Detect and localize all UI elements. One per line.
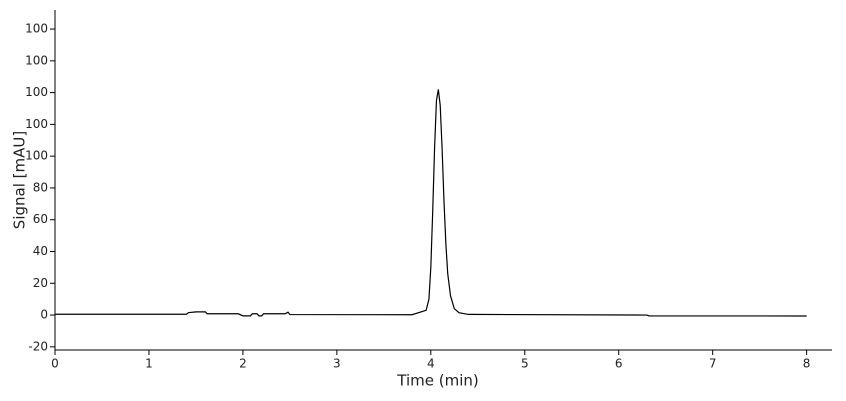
y-tick-label: 100	[25, 117, 48, 131]
y-tick-label: 20	[33, 276, 48, 290]
y-tick-label: 60	[33, 212, 48, 226]
x-tick-label: 0	[51, 357, 59, 371]
y-tick-label: 0	[40, 308, 48, 322]
x-tick-label: 3	[333, 357, 341, 371]
y-tick-label: 100	[25, 149, 48, 163]
x-tick-label: 7	[709, 357, 717, 371]
x-tick-label: 2	[239, 357, 247, 371]
signal-line	[55, 89, 807, 317]
y-tick-label: -20	[28, 339, 48, 353]
y-tick-label: 40	[33, 244, 48, 258]
x-axis-title: Time (min)	[396, 372, 478, 390]
y-tick-label: 100	[25, 22, 48, 36]
x-tick-label: 5	[521, 357, 529, 371]
y-tick-label: 100	[25, 53, 48, 67]
x-tick-label: 4	[427, 357, 435, 371]
x-tick-label: 8	[803, 357, 811, 371]
x-tick-label: 1	[145, 357, 153, 371]
y-tick-label: 80	[33, 180, 48, 194]
y-tick-label: 100	[25, 85, 48, 99]
x-tick-label: 6	[615, 357, 623, 371]
y-axis-title: Signal [mAU]	[11, 131, 29, 229]
